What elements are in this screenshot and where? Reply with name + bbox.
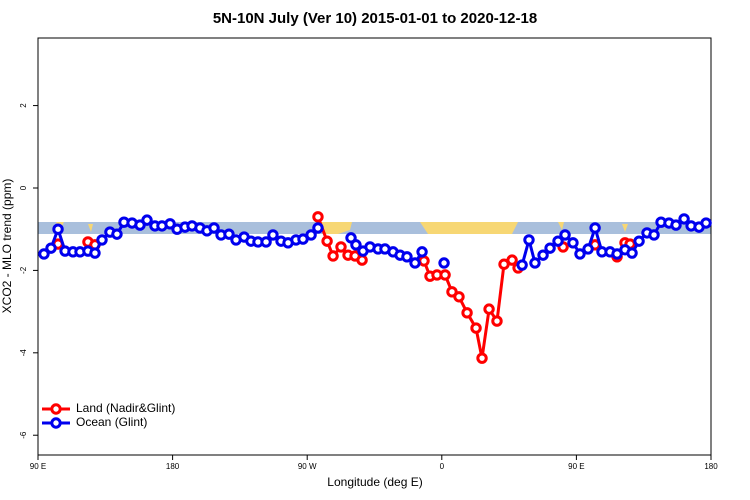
point	[223, 228, 235, 240]
point	[335, 241, 347, 253]
x-tick-label: 180	[166, 462, 180, 471]
point	[350, 239, 362, 251]
point	[305, 229, 317, 241]
point	[559, 229, 571, 241]
point	[529, 257, 541, 269]
point	[401, 251, 413, 263]
point	[164, 218, 176, 230]
y-tick-label: 0	[19, 185, 28, 190]
point	[312, 222, 324, 234]
point	[416, 246, 428, 258]
point	[574, 248, 586, 260]
x-tick-label: 180	[704, 462, 718, 471]
x-axis-label: Longitude (deg E)	[327, 475, 422, 489]
point	[678, 213, 690, 225]
point	[38, 248, 50, 260]
point	[453, 291, 465, 303]
chart-title: 5N-10N July (Ver 10) 2015-01-01 to 2020-…	[213, 10, 537, 27]
point	[89, 247, 101, 259]
series-line	[87, 216, 631, 359]
legend-swatch-point	[50, 417, 62, 429]
point	[438, 257, 450, 269]
point	[648, 229, 660, 241]
point	[327, 250, 339, 262]
x-tick-label: 90 W	[298, 462, 317, 471]
y-tick-label: -6	[19, 431, 28, 439]
x-tick-label: 0	[440, 462, 445, 471]
point	[461, 307, 473, 319]
point	[670, 219, 682, 231]
y-tick-label: -4	[19, 349, 28, 357]
point	[321, 235, 333, 247]
point	[267, 229, 279, 241]
point	[537, 249, 549, 261]
point	[418, 255, 430, 267]
point	[52, 223, 64, 235]
point	[476, 352, 488, 364]
point	[633, 235, 645, 247]
point	[552, 235, 564, 247]
point	[96, 234, 108, 246]
point	[141, 214, 153, 226]
plot-frame	[37, 37, 712, 456]
point	[589, 222, 601, 234]
x-tick-label: 90 E	[30, 462, 46, 471]
point	[470, 322, 482, 334]
point	[312, 211, 324, 223]
point	[409, 257, 421, 269]
point	[483, 303, 495, 315]
point	[567, 237, 579, 249]
y-axis-label: XCO2 - MLO trend (ppm)	[0, 179, 14, 314]
point	[506, 254, 518, 266]
legend-swatch-point	[50, 403, 62, 415]
point	[45, 242, 57, 254]
point	[523, 234, 535, 246]
point	[491, 315, 503, 327]
point	[439, 269, 451, 281]
point	[111, 228, 123, 240]
legend-label: Land (Nadir&Glint)	[76, 401, 175, 415]
point	[544, 242, 556, 254]
point	[516, 259, 528, 271]
point	[260, 236, 272, 248]
x-tick-label: 90 E	[568, 462, 584, 471]
point	[582, 243, 594, 255]
point	[626, 247, 638, 259]
y-tick-label: 2	[19, 103, 28, 108]
y-tick-label: -2	[19, 266, 28, 274]
point	[208, 222, 220, 234]
point	[356, 254, 368, 266]
legend-label: Ocean (Glint)	[76, 415, 147, 429]
point	[700, 217, 712, 229]
